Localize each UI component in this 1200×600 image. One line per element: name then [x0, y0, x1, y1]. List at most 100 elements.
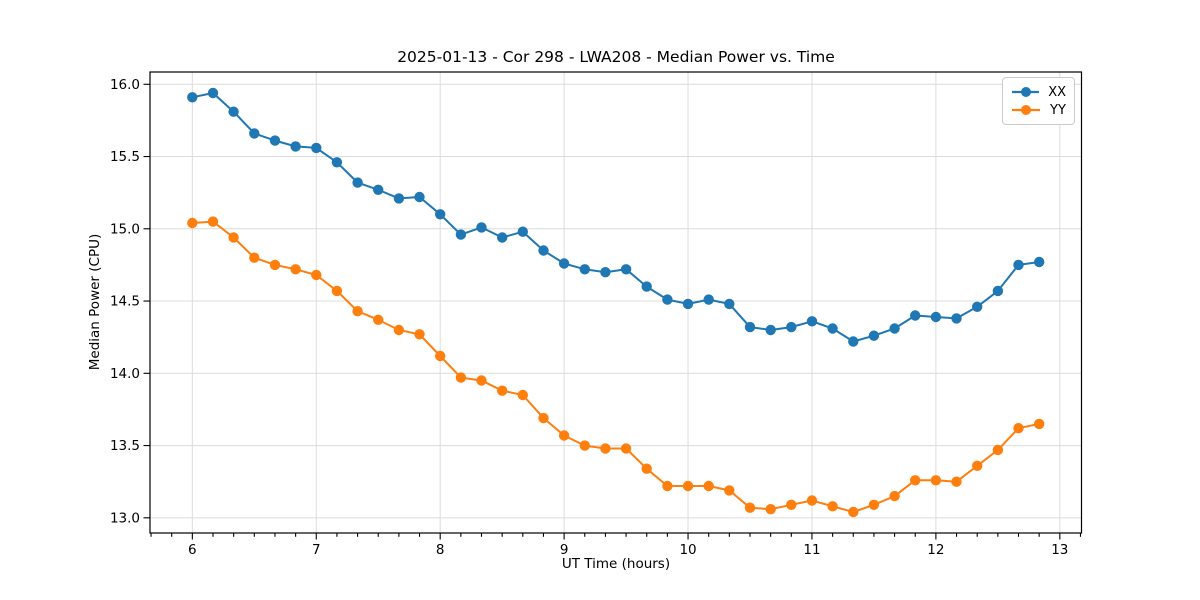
data-point-yy — [868, 499, 880, 510]
data-point-yy — [393, 324, 405, 336]
data-point-yy — [538, 412, 549, 424]
data-point-yy — [373, 314, 384, 325]
data-point-xx — [373, 184, 384, 195]
data-point-xx — [538, 245, 549, 256]
data-point-yy — [641, 463, 652, 474]
data-point-yy — [930, 475, 942, 486]
data-point-xx — [703, 294, 714, 305]
data-point-xx — [579, 264, 590, 275]
data-point-xx — [497, 232, 508, 243]
data-point-xx — [972, 301, 983, 312]
data-point-yy — [269, 259, 281, 271]
data-point-xx — [662, 294, 673, 305]
data-point-yy — [600, 443, 611, 454]
data-point-xx — [290, 141, 301, 152]
data-point-xx — [806, 316, 818, 327]
y-tick-label: 14.0 — [110, 366, 140, 382]
data-point-xx — [331, 157, 343, 168]
data-point-yy — [848, 506, 859, 518]
data-point-xx — [476, 222, 487, 233]
data-point-yy — [497, 385, 508, 396]
data-point-xx — [455, 229, 467, 240]
data-point-yy — [435, 350, 446, 362]
data-point-yy — [724, 485, 735, 496]
ticks — [143, 83, 1082, 540]
data-point-yy — [703, 480, 714, 492]
data-point-xx — [558, 258, 570, 269]
data-point-xx — [744, 321, 756, 333]
legend: XX YY — [1002, 77, 1075, 125]
data-point-xx — [641, 281, 652, 292]
data-point-yy — [228, 232, 239, 243]
data-point-xx — [848, 336, 859, 347]
data-point-yy — [827, 501, 838, 512]
data-point-yy — [1013, 423, 1024, 434]
data-point-xx — [187, 92, 198, 103]
data-point-yy — [558, 430, 570, 441]
data-point-yy — [972, 460, 983, 471]
data-point-yy — [1034, 418, 1045, 430]
data-point-yy — [187, 217, 198, 229]
legend-line-marker-icon — [1012, 105, 1040, 115]
series-xx — [187, 87, 1045, 347]
y-axis-label: Median Power (CPU) — [87, 233, 103, 371]
x-tick-label: 12 — [927, 542, 944, 558]
legend-item-xx: XX — [1011, 83, 1066, 101]
x-tick-label: 10 — [679, 542, 696, 558]
data-point-xx — [786, 321, 797, 333]
data-point-xx — [620, 264, 632, 275]
legend-label-xx: XX — [1048, 84, 1066, 100]
data-point-xx — [435, 209, 446, 220]
data-point-xx — [228, 106, 239, 117]
series-line-xx — [191, 92, 1041, 343]
data-point-xx — [249, 128, 260, 139]
data-point-xx — [910, 310, 921, 321]
data-point-yy — [290, 264, 301, 275]
data-point-yy — [620, 443, 632, 454]
data-point-yy — [910, 475, 921, 486]
y-tick-labels: 13.0 13.5 14.0 14.5 15.0 15.5 16.0 — [110, 77, 140, 527]
legend-line-marker-icon — [1012, 87, 1040, 97]
data-point-yy — [806, 495, 818, 506]
data-point-yy — [414, 329, 425, 340]
data-point-yy — [455, 372, 467, 383]
data-point-xx — [930, 311, 942, 323]
data-point-xx — [827, 323, 838, 334]
data-point-yy — [249, 252, 260, 263]
chart-title: 2025-01-13 - Cor 298 - LWA208 - Median P… — [397, 48, 835, 66]
data-point-yy — [662, 480, 673, 492]
data-point-xx — [1013, 259, 1024, 271]
data-point-xx — [517, 226, 528, 237]
y-tick-label: 13.5 — [110, 438, 140, 454]
data-point-xx — [724, 298, 735, 310]
gridlines — [150, 72, 1082, 533]
data-point-yy — [765, 504, 776, 515]
data-point-yy — [682, 480, 694, 492]
data-point-yy — [331, 285, 343, 297]
axes-box — [149, 71, 1083, 534]
data-point-yy — [951, 476, 962, 487]
x-axis-label: UT Time (hours) — [561, 556, 671, 572]
x-tick-label: 11 — [803, 542, 820, 558]
data-point-xx — [600, 267, 611, 278]
data-point-xx — [951, 313, 962, 324]
data-point-yy — [786, 499, 797, 510]
data-point-yy — [476, 375, 487, 386]
legend-label-yy: YY — [1050, 102, 1066, 118]
x-tick-label: 8 — [436, 542, 445, 558]
x-tick-label: 7 — [312, 542, 321, 558]
y-tick-label: 13.0 — [110, 510, 140, 526]
data-point-xx — [311, 142, 322, 154]
data-point-yy — [207, 216, 219, 227]
data-point-yy — [579, 440, 590, 451]
data-point-xx — [868, 330, 880, 341]
series-yy — [187, 216, 1045, 518]
y-tick-label: 15.0 — [110, 221, 140, 237]
data-point-yy — [889, 490, 900, 502]
data-point-xx — [414, 191, 425, 203]
data-point-xx — [765, 324, 776, 336]
data-point-xx — [682, 298, 694, 310]
data-point-xx — [269, 135, 281, 146]
